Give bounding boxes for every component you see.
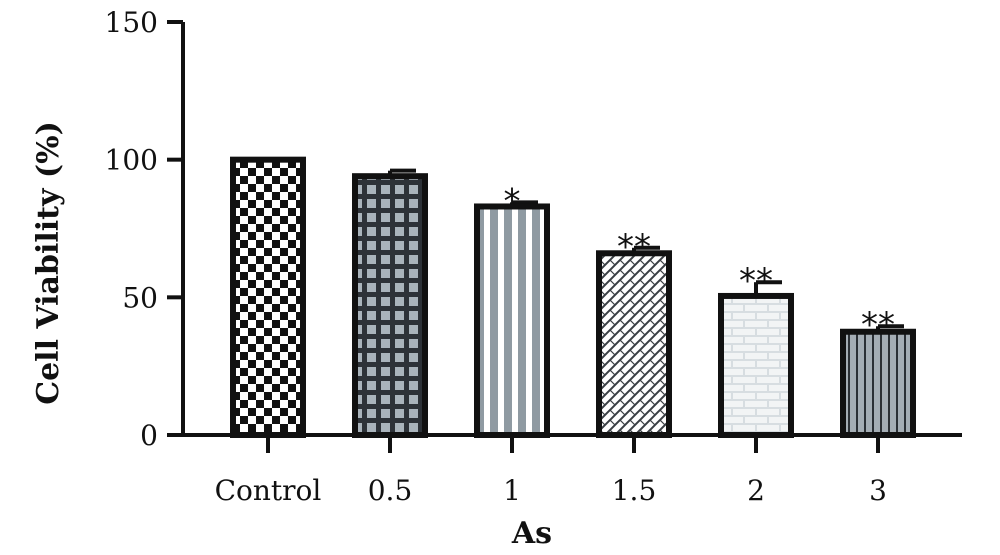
bar-3 bbox=[596, 250, 672, 438]
bar-0 bbox=[230, 156, 306, 439]
y-axis-label: Cell Viability (%) bbox=[31, 121, 66, 405]
x-axis-label: As bbox=[511, 516, 552, 551]
bar-4 bbox=[718, 292, 794, 438]
bar-5 bbox=[840, 328, 916, 438]
bars-group: ******* bbox=[230, 156, 916, 439]
x-tick-label: Control bbox=[215, 474, 322, 507]
y-axis: 0 50 100 150 bbox=[105, 6, 185, 452]
x-tick-label: 2 bbox=[747, 474, 765, 507]
x-tick-label: 1.5 bbox=[612, 474, 657, 507]
significance-label: ** bbox=[861, 305, 895, 345]
y-tick-label: 150 bbox=[105, 6, 158, 39]
x-tick-label: 3 bbox=[869, 474, 887, 507]
significance-label: * bbox=[504, 181, 521, 221]
y-tick-label: 50 bbox=[122, 281, 158, 314]
y-tick-label: 0 bbox=[140, 419, 158, 452]
x-tick-label: 1 bbox=[503, 474, 521, 507]
bar-2 bbox=[474, 203, 550, 438]
significance-label: ** bbox=[739, 261, 773, 301]
x-axis: Control 0.5 1 1.5 2 3 bbox=[181, 433, 962, 507]
x-tick-label: 0.5 bbox=[368, 474, 413, 507]
y-tick-label: 100 bbox=[105, 144, 158, 177]
bar-1 bbox=[352, 173, 428, 438]
significance-label: ** bbox=[617, 227, 651, 267]
